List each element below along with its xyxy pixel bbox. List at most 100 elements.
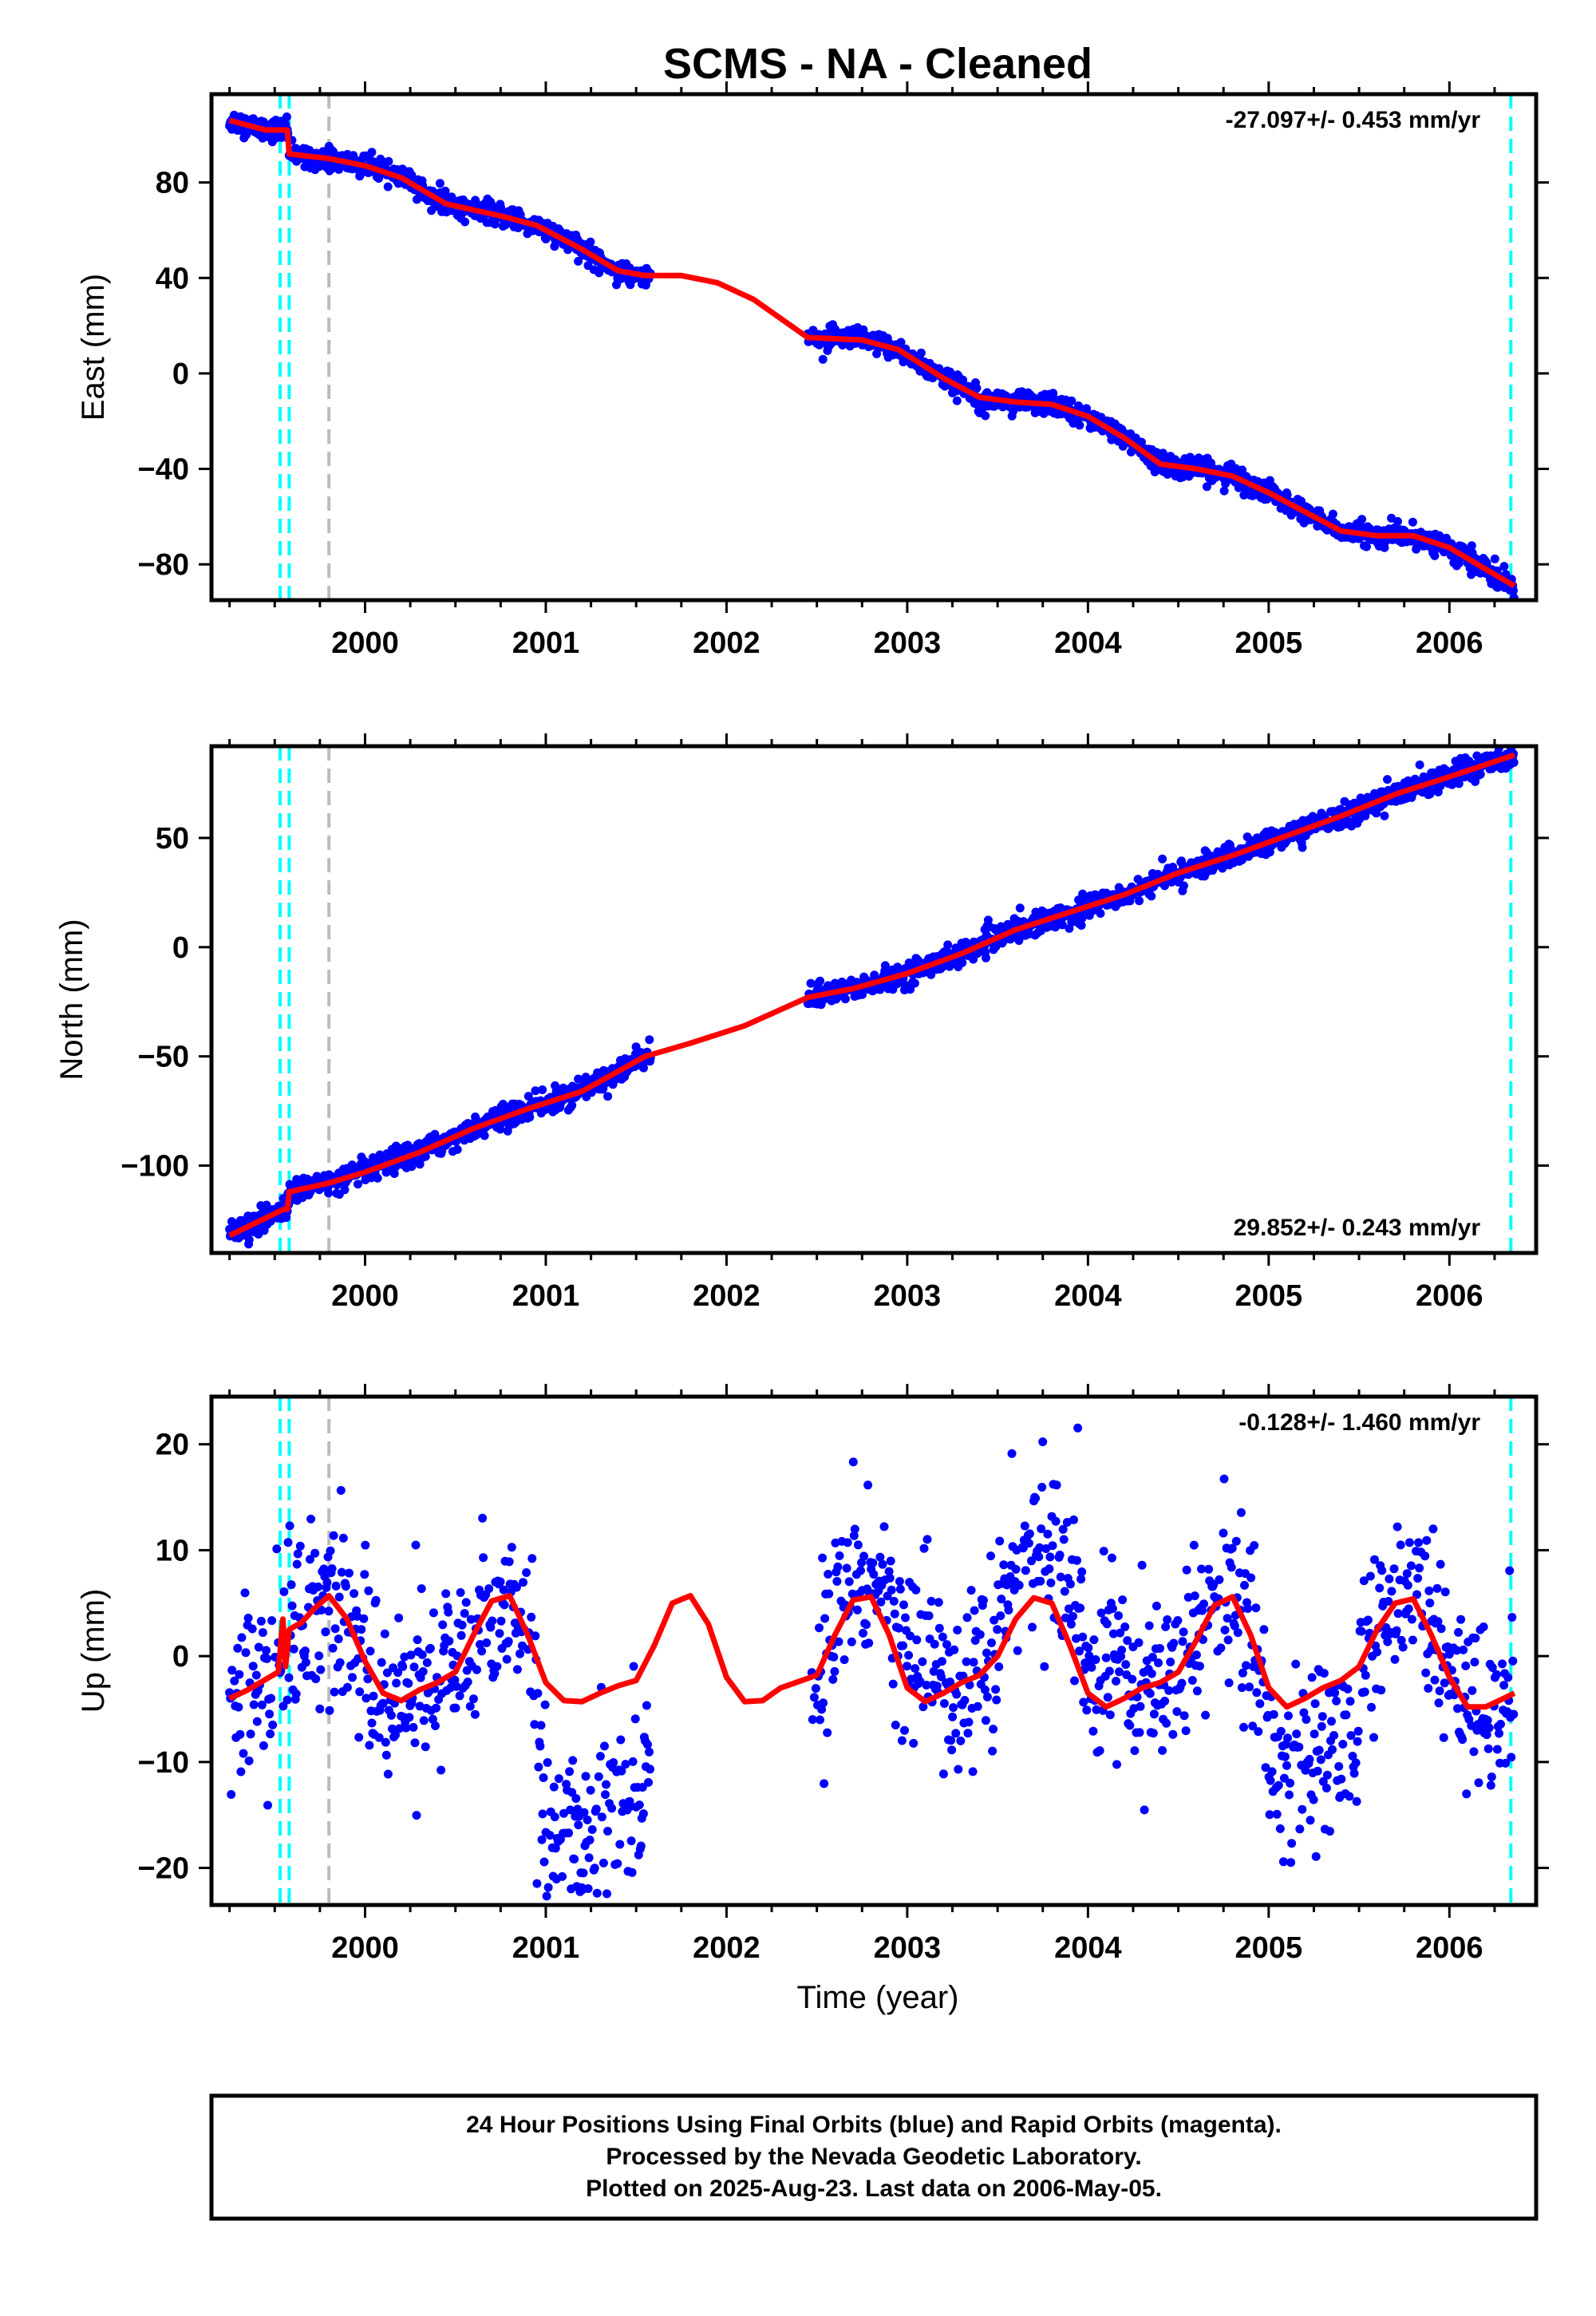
data-point	[937, 1657, 946, 1666]
data-point	[488, 1616, 497, 1626]
data-point	[1103, 1693, 1112, 1702]
data-point	[235, 1729, 245, 1739]
data-point	[538, 1809, 547, 1819]
data-point	[1302, 1715, 1311, 1724]
data-point	[1219, 1528, 1228, 1538]
data-point	[533, 1689, 543, 1698]
data-point	[1181, 1726, 1191, 1736]
data-point	[911, 1664, 920, 1674]
data-point	[975, 1630, 985, 1639]
data-point	[1375, 1583, 1385, 1593]
data-point	[1076, 1603, 1085, 1613]
data-point	[1507, 1613, 1517, 1622]
data-point	[585, 1836, 595, 1844]
model-line	[228, 117, 1516, 589]
data-point	[435, 179, 444, 188]
data-point	[1470, 1658, 1479, 1667]
data-point	[946, 1678, 955, 1686]
data-point	[1377, 1566, 1387, 1575]
data-point	[292, 1559, 302, 1569]
panel-up: 2000 2001 2002 2003 2004 2005 200620100−10−20U…	[76, 1384, 1549, 1965]
data-point	[365, 1646, 375, 1656]
footer-line-2: Processed by the Nevada Geodetic Laborat…	[606, 2144, 1141, 2170]
data-point	[844, 1577, 854, 1587]
data-point	[973, 1701, 982, 1711]
data-point	[324, 1607, 334, 1616]
data-point	[1468, 1686, 1477, 1695]
data-point	[328, 1643, 338, 1653]
data-point	[482, 1638, 492, 1647]
data-point	[1269, 1709, 1278, 1719]
data-point	[383, 1769, 393, 1779]
data-point	[1187, 1676, 1197, 1685]
data-point	[583, 1884, 593, 1893]
x-axis-label: Time (year)	[797, 1980, 959, 2015]
data-point	[1479, 1622, 1488, 1631]
data-point	[843, 1538, 852, 1547]
data-point	[1227, 1563, 1236, 1572]
data-point	[1509, 586, 1518, 595]
data-point	[537, 1835, 547, 1844]
rate-label: -27.097+/- 0.453 mm/yr	[1226, 107, 1481, 133]
data-point	[1432, 1583, 1442, 1593]
data-point	[243, 1614, 253, 1622]
data-point	[997, 1595, 1006, 1604]
data-point	[824, 1570, 833, 1579]
data-point	[900, 1725, 909, 1735]
data-point	[950, 1645, 959, 1654]
data-point	[1035, 1543, 1045, 1552]
x-tick-label: 2005	[1235, 626, 1303, 660]
y-tick-label: 0	[172, 1640, 189, 1674]
data-point	[894, 1623, 903, 1633]
data-point	[1077, 1567, 1087, 1576]
data-point	[629, 1662, 638, 1671]
data-point	[418, 1667, 428, 1676]
data-point	[850, 1524, 859, 1534]
data-point	[1242, 1661, 1250, 1670]
data-point	[1177, 1678, 1187, 1688]
data-point	[1487, 1663, 1497, 1672]
data-point	[1425, 789, 1435, 799]
data-point	[872, 349, 882, 358]
data-point	[607, 1804, 617, 1813]
data-point	[579, 1808, 589, 1817]
model-line	[228, 752, 1515, 1239]
data-point	[1028, 1622, 1037, 1632]
data-point	[1402, 1569, 1412, 1579]
data-point	[340, 1185, 350, 1195]
data-point	[617, 1766, 626, 1776]
data-point	[1020, 1521, 1029, 1531]
data-point	[1073, 1555, 1081, 1565]
data-point	[289, 1644, 298, 1654]
data-point	[1310, 1699, 1320, 1709]
data-point	[1299, 1708, 1309, 1717]
data-points	[225, 110, 1519, 600]
data-point	[522, 1568, 531, 1577]
data-point	[417, 1584, 426, 1594]
data-point	[621, 1760, 630, 1769]
data-point	[551, 1844, 560, 1853]
x-tick-label: 2004	[1054, 1931, 1122, 1965]
data-point	[983, 915, 993, 925]
data-point	[864, 1638, 874, 1648]
data-point	[645, 1747, 654, 1757]
data-point	[1140, 1805, 1149, 1815]
data-point	[887, 1585, 896, 1595]
data-point	[1123, 1636, 1132, 1646]
data-point	[441, 1589, 451, 1599]
data-point	[1255, 1699, 1265, 1709]
data-point	[1474, 1778, 1483, 1788]
data-point	[863, 1480, 873, 1490]
data-point	[361, 1540, 370, 1550]
data-point	[324, 1188, 334, 1198]
data-point	[888, 1679, 898, 1689]
data-point	[1248, 1721, 1258, 1731]
data-point	[1396, 1635, 1406, 1645]
data-point	[960, 1696, 970, 1705]
data-point	[1467, 541, 1476, 551]
data-point	[1066, 1619, 1076, 1629]
data-point	[892, 979, 902, 989]
data-point	[1137, 1560, 1147, 1570]
data-point	[381, 1737, 390, 1747]
data-point	[574, 256, 583, 266]
